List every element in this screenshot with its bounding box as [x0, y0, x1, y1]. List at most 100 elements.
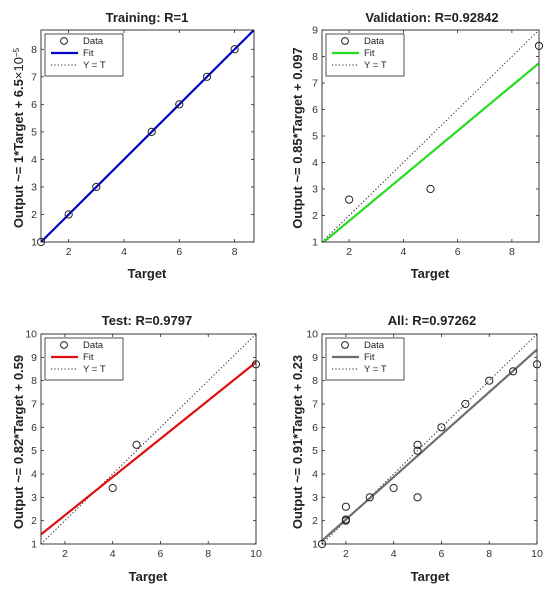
- chart-title: Training: R=1: [106, 10, 189, 25]
- chart-title: All: R=0.97262: [388, 313, 477, 328]
- data-point: [437, 423, 446, 432]
- legend-marker-data: [341, 341, 349, 349]
- panel-all: All: R=0.97262 Target Output ~= 0.91*Tar…: [290, 313, 543, 584]
- chart-title: Validation: R=0.92842: [365, 10, 498, 25]
- y-tick-label: 4: [312, 157, 318, 169]
- legend-label: Data: [83, 340, 104, 351]
- y-axis-label-exponent: −5: [12, 47, 21, 57]
- chart-title: Test: R=0.9797: [102, 313, 192, 328]
- x-tick-label: 2: [346, 246, 352, 258]
- y-tick-label: 6: [312, 422, 318, 434]
- y-tick-label: 1: [312, 237, 318, 249]
- y-tick-label: 9: [312, 352, 318, 364]
- y-tick-label: 5: [312, 445, 318, 457]
- data-point: [461, 399, 470, 409]
- y-tick-label: 2: [31, 209, 37, 221]
- legend-label: Data: [364, 340, 385, 351]
- axes-box: [321, 333, 538, 545]
- legend-label: Fit: [364, 48, 375, 59]
- panel-validation: Validation: R=0.92842 Target Output ~= 0…: [290, 10, 544, 281]
- y-tick-label: 5: [312, 131, 318, 143]
- y-tick-label: 3: [31, 492, 37, 504]
- x-tick-label: 6: [439, 548, 445, 560]
- axes-box: [40, 333, 257, 545]
- y-tick-label: 9: [312, 25, 318, 37]
- y-tick-label: 7: [31, 399, 37, 411]
- panel-test: Test: R=0.9797 Target Output ~= 0.82*Tar…: [11, 313, 262, 584]
- panel-training: Training: R=1 Target Output ~= 1*Target …: [11, 10, 255, 281]
- y-tick-label: 4: [312, 469, 318, 481]
- data-point: [389, 483, 398, 493]
- x-tick-label: 4: [121, 246, 127, 258]
- legend-label: Y = T: [364, 364, 387, 375]
- y-tick-label: 8: [312, 51, 318, 63]
- y-tick-label: 8: [31, 44, 37, 56]
- y-tick-label: 8: [312, 375, 318, 387]
- legend-label: Data: [83, 36, 104, 47]
- legend-label: Fit: [83, 48, 94, 59]
- y-tick-label: 6: [31, 422, 37, 434]
- y-axis-label: Output ~= 0.91*Target + 0.23: [290, 355, 305, 529]
- y-tick-label: 7: [31, 71, 37, 83]
- y-tick-label: 1: [31, 539, 37, 551]
- legend-marker-data: [60, 341, 68, 349]
- plot-area: [41, 334, 256, 544]
- x-tick-label: 2: [66, 246, 72, 258]
- data-point: [175, 100, 184, 109]
- legend-label: Y = T: [83, 60, 106, 71]
- data-point: [341, 502, 350, 511]
- data-point: [413, 493, 422, 502]
- y-axis-label-exp-base: ×10: [11, 57, 26, 79]
- y-tick-label: 7: [312, 78, 318, 90]
- y-tick-label: 1: [312, 539, 318, 551]
- x-tick-label: 10: [250, 548, 262, 560]
- y-tick-label: 2: [312, 210, 318, 222]
- x-tick-label: 8: [205, 548, 211, 560]
- legend-box: [44, 33, 124, 77]
- y-tick-label: 6: [31, 99, 37, 111]
- fit-line: [41, 30, 254, 242]
- x-axis-label: Target: [129, 569, 168, 584]
- fit-line: [322, 62, 539, 242]
- data-point: [64, 210, 73, 219]
- y-tick-label: 4: [31, 154, 37, 166]
- legend-box: [44, 337, 124, 381]
- y-tick-label: 2: [312, 515, 318, 527]
- y-axis-label: Output ~= 0.82*Target + 0.59: [11, 355, 26, 529]
- legend-box: [325, 33, 405, 77]
- y-tick-label: 8: [31, 375, 37, 387]
- data-point: [132, 440, 141, 449]
- legend-label: Fit: [83, 352, 94, 363]
- y-tick-label: 3: [312, 492, 318, 504]
- data-point: [341, 515, 350, 524]
- legend-box: [325, 337, 405, 381]
- data-point: [509, 367, 518, 376]
- x-tick-label: 4: [400, 246, 406, 258]
- data-point: [92, 182, 101, 192]
- legend-marker-data: [341, 37, 349, 45]
- y-tick-label: 3: [31, 181, 37, 193]
- y-axis-label: Output ~= 0.85*Target + 0.097: [290, 47, 305, 228]
- y-tick-label: 5: [31, 445, 37, 457]
- x-tick-label: 4: [391, 548, 397, 560]
- plot-area: [322, 334, 537, 544]
- data-point: [202, 72, 212, 81]
- x-tick-label: 8: [232, 246, 238, 258]
- x-axis-label: Target: [128, 266, 167, 281]
- data-point: [485, 376, 494, 385]
- data-point: [413, 446, 422, 455]
- plot-area: [41, 30, 254, 242]
- axes-box: [40, 29, 255, 243]
- legend-label: Data: [364, 36, 385, 47]
- data-point: [365, 493, 374, 502]
- x-tick-label: 6: [176, 246, 182, 258]
- x-tick-label: 2: [343, 548, 349, 560]
- x-tick-label: 2: [62, 548, 68, 560]
- y-tick-label: 6: [312, 104, 318, 116]
- x-axis-label: Target: [411, 266, 450, 281]
- y-tick-label: 9: [31, 352, 37, 364]
- x-tick-label: 6: [455, 246, 461, 258]
